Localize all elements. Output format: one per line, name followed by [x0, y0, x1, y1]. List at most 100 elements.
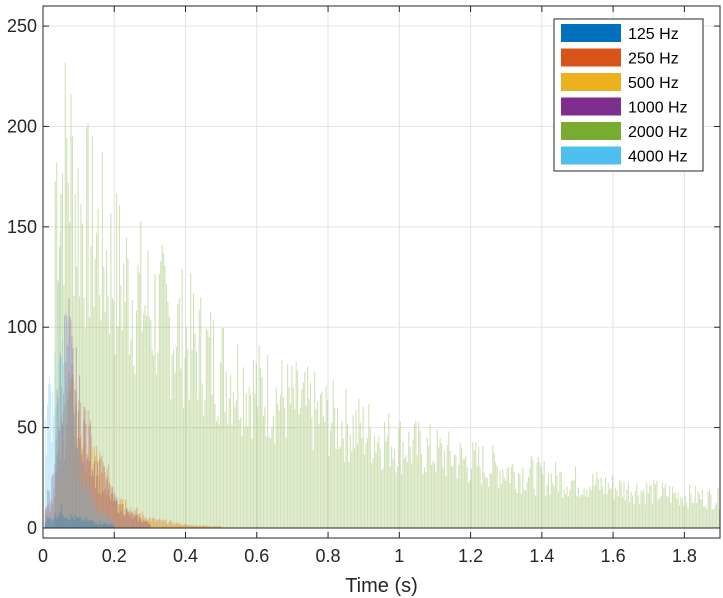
bar: [93, 461, 96, 528]
bar: [49, 517, 51, 528]
bar: [57, 280, 59, 528]
bar: [105, 479, 107, 528]
legend-swatch: [561, 97, 621, 116]
bar: [89, 520, 91, 528]
bar: [155, 374, 158, 528]
bar: [555, 462, 557, 528]
bar: [167, 520, 169, 528]
bar: [70, 319, 72, 528]
bar: [47, 490, 50, 528]
bar: [52, 391, 54, 528]
bar: [506, 468, 508, 528]
bar: [117, 503, 119, 528]
bar: [399, 421, 401, 528]
x-tick-label: 1.8: [672, 546, 697, 566]
bar: [694, 486, 696, 528]
bar: [90, 246, 92, 528]
bar: [55, 470, 57, 528]
bar: [113, 494, 115, 528]
bar: [87, 123, 89, 528]
bar: [108, 518, 111, 528]
bar: [86, 127, 88, 528]
bar: [153, 355, 155, 528]
bar: [530, 456, 532, 528]
bar: [107, 296, 109, 528]
bar: [122, 514, 124, 528]
bar: [116, 500, 118, 528]
bar: [86, 469, 88, 528]
bar: [83, 405, 85, 528]
bar: [520, 493, 522, 528]
bar: [332, 380, 334, 528]
bar: [148, 523, 150, 528]
bar: [67, 400, 69, 528]
bar: [186, 525, 189, 528]
bar: [65, 446, 67, 528]
bar: [206, 525, 208, 528]
bar: [124, 302, 126, 528]
bar: [204, 399, 206, 528]
bar: [446, 444, 448, 528]
bar: [151, 517, 153, 528]
bar: [111, 485, 113, 528]
bar: [51, 476, 53, 528]
bar: [67, 391, 69, 528]
bar: [155, 519, 158, 528]
bar: [217, 525, 220, 528]
bar: [73, 520, 75, 528]
bar: [51, 498, 53, 528]
bar: [552, 483, 554, 528]
bar: [657, 499, 659, 528]
bar: [542, 474, 544, 528]
bar: [187, 348, 189, 528]
bar: [529, 467, 531, 528]
bar: [46, 404, 49, 528]
bar: [106, 468, 108, 528]
bar: [479, 467, 481, 528]
bar: [335, 449, 337, 528]
bar: [82, 446, 84, 528]
bar: [247, 426, 249, 528]
bar: [55, 476, 57, 528]
bar: [706, 508, 708, 528]
bar: [132, 518, 134, 528]
bar: [152, 518, 154, 528]
bar: [597, 479, 599, 528]
bar: [188, 525, 190, 528]
bar: [130, 508, 132, 528]
bar: [465, 455, 467, 528]
bar: [82, 462, 84, 528]
bar: [175, 525, 177, 528]
bar: [126, 501, 128, 528]
bar: [272, 415, 274, 528]
bar: [210, 311, 212, 528]
bar: [209, 526, 211, 528]
bar: [128, 510, 130, 528]
bar: [60, 466, 62, 528]
bar: [118, 513, 120, 528]
bar: [68, 298, 70, 528]
bar: [669, 486, 671, 528]
bar: [91, 135, 93, 528]
bar: [194, 524, 196, 528]
bar: [388, 412, 390, 528]
bar: [207, 525, 209, 528]
bar: [59, 459, 61, 528]
bar: [415, 420, 417, 528]
bar: [298, 414, 300, 528]
bar: [72, 405, 74, 528]
bar: [201, 525, 204, 528]
bar: [614, 487, 616, 528]
bar: [97, 209, 99, 528]
bar: [133, 516, 135, 528]
bar: [288, 387, 290, 528]
bar: [142, 522, 144, 528]
bar: [275, 387, 277, 528]
bar: [409, 446, 411, 528]
bar: [220, 362, 222, 528]
bar: [115, 500, 117, 528]
bar: [143, 519, 145, 528]
bar: [198, 525, 200, 528]
bar: [546, 484, 548, 528]
bar: [314, 371, 316, 528]
